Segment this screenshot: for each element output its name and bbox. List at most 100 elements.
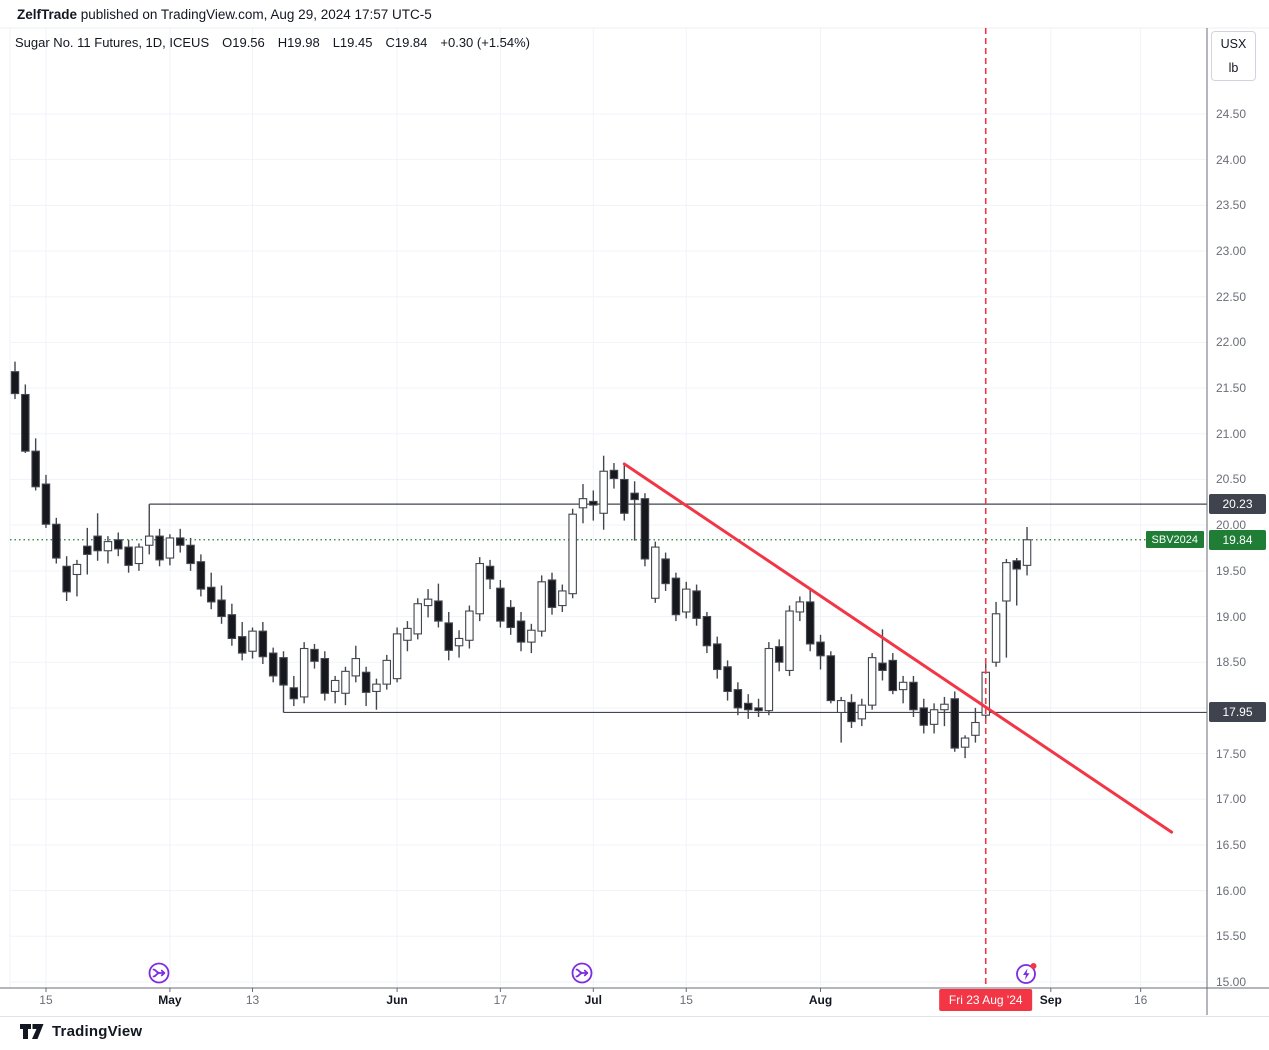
candle-body	[248, 630, 257, 652]
candle-body	[630, 492, 639, 501]
candle-body	[227, 614, 237, 640]
candle-body	[816, 641, 825, 657]
candle-body	[867, 657, 877, 706]
candle-body	[31, 450, 40, 488]
candle-body	[558, 590, 567, 607]
time-axis-label: 16	[1133, 993, 1148, 1007]
candle-body	[258, 630, 268, 658]
candle-body	[485, 565, 495, 580]
time-axis-label: 13	[245, 993, 260, 1007]
candle-body	[289, 687, 299, 700]
candle-body	[640, 498, 650, 560]
legend-change: +0.30 (+1.54%)	[440, 35, 531, 50]
candle-body	[774, 646, 784, 663]
candle-body	[609, 469, 619, 480]
candle-body	[537, 581, 546, 632]
candle-body	[940, 703, 949, 711]
price-axis-label: 17.00	[1216, 792, 1247, 807]
candle-body	[114, 539, 123, 550]
time-axis-label: Sep	[1039, 993, 1062, 1007]
date-event-badge: Fri 23 Aug '24	[938, 989, 1033, 1011]
candle-body	[320, 658, 330, 694]
candle-body	[21, 393, 30, 452]
candle-body	[857, 704, 867, 720]
candle-body	[506, 606, 515, 629]
time-axis-label: 17	[493, 993, 508, 1007]
price-axis-label: 17.50	[1216, 746, 1247, 761]
time-axis-label: Aug	[808, 993, 833, 1007]
candle-body	[41, 483, 51, 525]
price-axis-label: 23.50	[1216, 198, 1247, 213]
candle-body	[651, 546, 660, 599]
candle-body	[661, 558, 670, 585]
price-axis-label: 24.50	[1216, 107, 1247, 121]
candle-body	[805, 601, 815, 645]
price-axis-label: 19.50	[1216, 563, 1247, 578]
candle-body	[496, 587, 505, 622]
tradingview-footer-link[interactable]: TradingView	[20, 1023, 142, 1040]
candle-body	[671, 577, 681, 616]
time-axis-label: May	[158, 993, 182, 1007]
time-axis-label: Jun	[386, 993, 408, 1007]
candle-body	[72, 563, 82, 576]
candle-body	[743, 702, 753, 711]
contract-rollover-icon[interactable]	[147, 960, 173, 986]
flash-alert-icon[interactable]	[1014, 960, 1040, 986]
candle-body	[929, 709, 939, 725]
candle-body	[175, 537, 185, 546]
unit-measure: lb	[1228, 61, 1239, 75]
publish-info: published on TradingView.com, Aug 29, 20…	[77, 7, 432, 22]
candle-body	[372, 683, 381, 692]
candle-body	[919, 707, 929, 726]
publish-header: ZelfTrade published on TradingView.com, …	[17, 7, 432, 22]
candle-body	[217, 599, 226, 618]
price-level-badge-lower: 17.95	[1209, 702, 1266, 723]
unit-box: USX lb	[1211, 31, 1256, 81]
candle-body	[403, 627, 412, 641]
candle-body	[465, 610, 474, 641]
candle-body	[444, 622, 453, 651]
candle-body	[124, 546, 133, 566]
candle-body	[712, 643, 722, 671]
candle-body	[785, 610, 794, 671]
candle-body	[423, 598, 433, 607]
candle-body	[836, 700, 846, 714]
candle-body	[330, 679, 340, 692]
candle-body	[692, 590, 701, 619]
candle-body	[898, 681, 908, 691]
series-contract-label: SBV2024	[1145, 531, 1204, 549]
time-axis-label: 15	[679, 993, 693, 1007]
price-axis-label: 19.00	[1216, 609, 1247, 624]
candle-body	[516, 620, 526, 643]
candle-body	[279, 657, 288, 686]
candle-body	[1012, 560, 1021, 570]
price-axis-label: 23.00	[1216, 244, 1247, 259]
candle-body	[341, 670, 350, 694]
candle-body	[733, 689, 743, 709]
tradingview-wordmark: TradingView	[52, 1023, 143, 1040]
candle-body	[103, 541, 113, 552]
candle-body	[950, 698, 960, 749]
candle-body	[599, 470, 608, 514]
candle-body	[52, 523, 61, 559]
contract-rollover-icon[interactable]	[570, 960, 596, 986]
candle-body	[723, 666, 732, 692]
candle-body	[145, 535, 154, 546]
candle-body	[589, 500, 598, 506]
candle-body	[578, 498, 588, 509]
candle-body	[93, 535, 102, 552]
trendline[interactable]	[622, 462, 1174, 834]
candle-body	[702, 615, 712, 647]
price-axis-label: 18.50	[1216, 655, 1247, 670]
candle-body	[196, 561, 206, 590]
candle-body	[909, 681, 918, 711]
candle-body	[134, 546, 144, 565]
candle-body	[1002, 562, 1011, 602]
legend-open: O19.56	[222, 35, 265, 50]
candle-body	[454, 637, 464, 647]
price-axis-label: 21.50	[1216, 381, 1247, 396]
legend-high: H19.98	[277, 35, 320, 50]
price-axis-label: 22.00	[1216, 335, 1247, 350]
